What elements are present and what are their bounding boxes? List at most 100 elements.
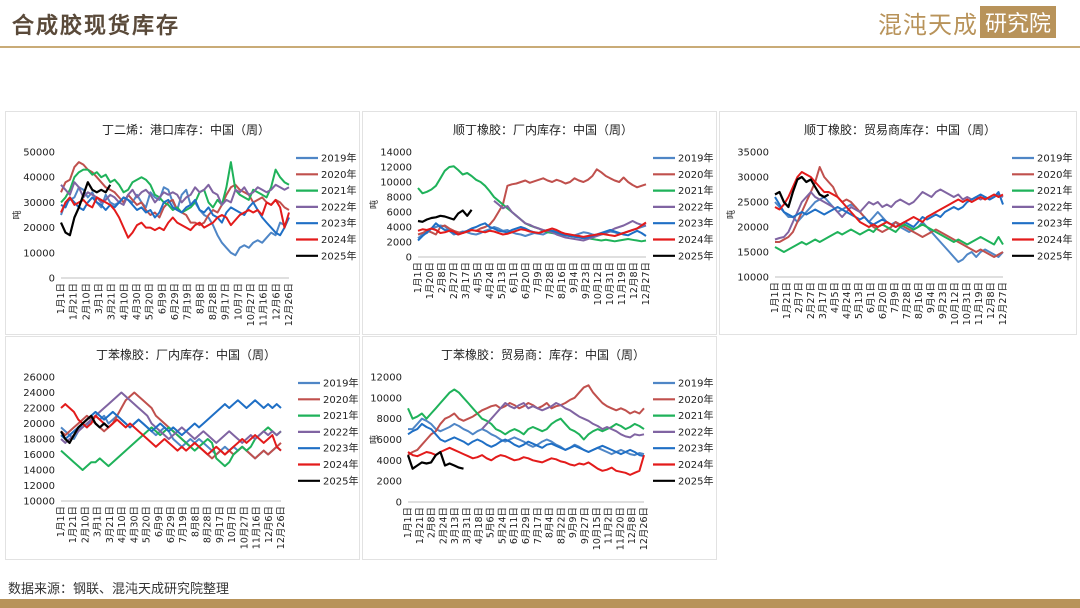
x-tick-label: 11月19日 [617,262,628,305]
x-tick-label: 12月27日 [998,282,1009,325]
series-line-2024 [407,446,645,476]
y-tick-label: 40000 [23,173,55,184]
chart-title: 丁二烯：港口库存：中国（周） [102,122,270,137]
legend-label: 2021年 [678,184,713,197]
chart-sbr-factory: 丁苯橡胶：厂内库存：中国（周） 10000 12000 14000 16000 18000… [23,347,358,549]
y-tick-label: 24000 [23,388,55,399]
y-tick-label: 14000 [23,466,55,477]
x-tick-label: 10月31日 [605,262,616,305]
y-axis-label: 吨 [725,210,737,219]
x-tick-label: 8月4日 [545,507,556,538]
x-tick-label: 3月13日 [450,507,461,544]
x-tick-label: 12月8日 [629,262,640,299]
logo: 混沌天成 研究院 [877,6,1056,39]
x-tick-label: 6月20日 [521,262,532,299]
x-tick-label: 9月17日 [215,506,226,543]
x-tick-label: 1月1日 [403,507,414,538]
y-tick-label: 35000 [737,148,769,159]
legend-label: 2021年 [323,409,358,422]
legend-label: 2022年 [323,425,358,438]
y-tick-label: 30000 [737,173,769,184]
x-tick-label: 12月26日 [284,283,295,326]
legend-label: 2025年 [678,474,713,487]
legend-label: 2019年 [321,152,356,165]
y-tick-label: 8000 [377,414,402,425]
x-tick-label: 8月8日 [190,506,201,537]
y-tick-label: 6000 [377,435,402,446]
x-tick-label: 9月23日 [581,262,592,299]
y-tick-label: 10000 [380,178,412,189]
y-tick-label: 12000 [23,481,55,492]
legend-label: 2019年 [1037,152,1072,165]
y-tick-label: 22000 [23,404,55,415]
legend-label: 2020年 [678,168,713,181]
chart-br-trader: 顺丁橡胶：贸易商库存：中国（周） 10000 15000 20000 25000 3000… [725,122,1072,325]
x-tick-label: 4月10日 [119,283,130,320]
x-tick-label: 6月1日 [866,282,877,313]
x-tick-label: 8月16日 [557,262,568,299]
x-tick-label: 7月9日 [533,262,544,293]
legend-label: 2023年 [678,442,713,455]
legend-label: 2025年 [323,474,358,487]
legend-label: 2022年 [321,200,356,213]
legend-label: 2019年 [323,377,358,390]
x-tick-label: 6月29日 [166,506,177,543]
x-tick-label: 3月1日 [94,283,105,314]
x-tick-label: 8月8日 [195,283,206,314]
y-tick-label: 10000 [23,248,55,259]
data-source-note: 数据来源：钢联、混沌天成研究院整理 [8,582,230,597]
x-tick-label: 2月27日 [449,262,460,299]
x-tick-label: 8月28日 [208,283,219,320]
legend-label: 2024年 [323,458,358,471]
header: 合成胶现货库存 混沌天成 研究院 [0,0,1080,46]
legend-label: 2021年 [678,409,713,422]
x-tick-label: 12月8日 [627,507,638,544]
x-tick-label: 12月27日 [641,262,652,305]
x-tick-label: 11月20日 [615,507,626,550]
legend-label: 2021年 [321,184,356,197]
x-tick-label: 2月24日 [438,507,449,544]
series-line-2025 [417,209,473,223]
x-tick-label: 1月21日 [69,283,80,320]
x-tick-label: 2月27日 [806,282,817,319]
x-tick-label: 1月21日 [68,506,79,543]
y-axis-label: 吨 [368,435,380,444]
series-line-2022 [60,181,290,206]
x-tick-label: 5月20日 [145,283,156,320]
x-tick-label: 7月17日 [533,507,544,544]
x-tick-label: 3月17日 [818,282,829,319]
x-tick-label: 12月26日 [276,506,287,549]
x-tick-label: 12月6日 [264,506,275,543]
x-tick-label: 11月16日 [259,283,270,326]
x-tick-label: 3月21日 [107,283,118,320]
x-tick-label: 8月16日 [914,282,925,319]
chart-panel-br-factory: 顺丁橡胶：厂内库存：中国（周） 0 2000 4000 6000 8000 10000 120… [362,111,717,335]
x-tick-label: 10月27日 [239,506,250,549]
y-tick-label: 10000 [370,393,402,404]
x-tick-label: 4月24日 [485,262,496,299]
series-line-2022 [481,402,645,439]
legend-label: 2023年 [321,217,356,230]
series-line-2024 [60,196,290,239]
y-tick-label: 16000 [23,450,55,461]
legend-label: 2025年 [678,249,713,262]
legend-label: 2022年 [1037,200,1072,213]
y-tick-label: 10000 [737,273,769,284]
series-line-2022 [774,188,1004,241]
x-tick-label: 2月8日 [427,507,438,538]
series-line-2025 [60,414,110,444]
y-tick-label: 30000 [23,198,55,209]
series-line-2023 [407,422,645,458]
x-tick-label: 4月30日 [129,506,140,543]
logo-text: 混沌天成 [877,10,978,39]
x-tick-label: 12月6日 [271,283,282,320]
series-line-2021 [774,223,1004,253]
legend-label: 2022年 [678,425,713,438]
y-tick-label: 4000 [387,223,412,234]
footer-band [0,599,1080,608]
y-tick-label: 50000 [23,148,55,159]
legend-label: 2025年 [321,249,356,262]
y-tick-label: 12000 [370,373,402,384]
x-tick-label: 1月1日 [56,506,67,537]
chart-sbr-trader: 丁苯橡胶：贸易商：库存：中国（周） 0 2000 4000 6000 8000 10000 1… [368,347,713,550]
